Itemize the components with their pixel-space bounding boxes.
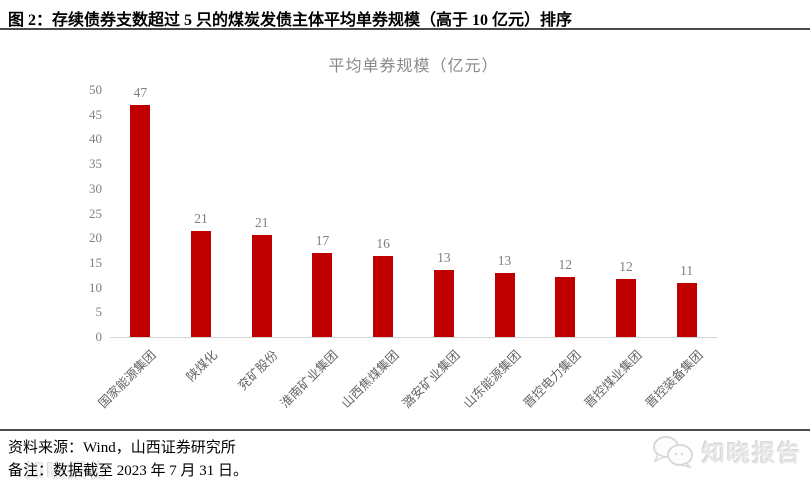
chart-title: 平均单券规模（亿元）	[328, 58, 499, 75]
bar-value-label: 17	[315, 233, 330, 249]
bar-value-label: 12	[619, 259, 633, 275]
x-axis-tick-label: 晋控煤业集团	[581, 347, 645, 411]
watermark-text: 知晓报告	[702, 441, 802, 466]
y-axis-tick-label: 45	[89, 106, 102, 122]
x-axis-tick-label: 晋控装备集团	[642, 347, 706, 411]
x-axis-tick-label: 山西焦煤集团	[338, 347, 402, 411]
x-axis-tick-label: 潞安矿业集团	[399, 347, 463, 411]
bar	[251, 234, 272, 337]
bar-value-label: 47	[133, 84, 148, 100]
y-axis-tick-label: 50	[89, 82, 102, 97]
x-axis-tick-label: 陕煤化	[183, 347, 220, 385]
bar	[433, 270, 454, 337]
y-axis-tick-label: 30	[89, 180, 102, 196]
bar	[373, 256, 394, 337]
footer-divider	[0, 429, 810, 431]
bar	[494, 273, 515, 337]
data-source-text: 资料来源：Wind，山西证券研究所	[8, 440, 236, 456]
bar-value-label: 12	[558, 257, 573, 273]
y-axis-tick-label: 15	[89, 254, 102, 270]
watermark: 知晓报告	[652, 434, 802, 469]
data-note-text: 备注：数据截至 2023 年 7 月 31 日。	[8, 463, 249, 479]
x-axis-tick-label: 晋控电力集团	[521, 347, 584, 411]
figure-title: 图 2：存续债券支数超过 5 只的煤炭发债主体平均单券规模（高于 10 亿元）排…	[8, 12, 573, 29]
bar	[191, 231, 212, 337]
bar-value-label: 16	[376, 236, 390, 252]
x-axis-tick-label: 淮南矿业集团	[278, 347, 342, 411]
bar-value-label: 21	[194, 211, 208, 227]
title-divider	[0, 28, 810, 30]
y-axis-tick-label: 40	[89, 131, 102, 147]
bar	[312, 253, 333, 337]
watermark-embossed-left: 知晓报告	[26, 462, 111, 483]
bar	[555, 277, 576, 337]
bar-value-label: 13	[437, 250, 451, 266]
bar-value-label: 11	[680, 262, 694, 278]
y-axis-tick-label: 0	[95, 329, 103, 344]
x-axis-tick-label: 山东能源集团	[460, 347, 524, 411]
y-axis-tick-label: 35	[89, 156, 102, 172]
x-axis-baseline	[110, 337, 717, 338]
y-axis-tick-label: 10	[89, 279, 102, 295]
bar	[130, 104, 151, 337]
y-axis-tick-label: 5	[95, 304, 103, 320]
bar-value-label: 13	[497, 253, 512, 269]
chat-bubbles-icon	[652, 434, 694, 469]
x-axis-tick-label: 国家能源集团	[96, 347, 160, 411]
bar	[615, 279, 636, 337]
bar-value-label: 21	[255, 214, 269, 230]
x-axis-tick-label: 兖矿股份	[235, 347, 281, 394]
y-axis-tick-label: 20	[89, 230, 102, 246]
y-axis-tick-label: 25	[89, 205, 102, 221]
bar	[676, 282, 697, 337]
